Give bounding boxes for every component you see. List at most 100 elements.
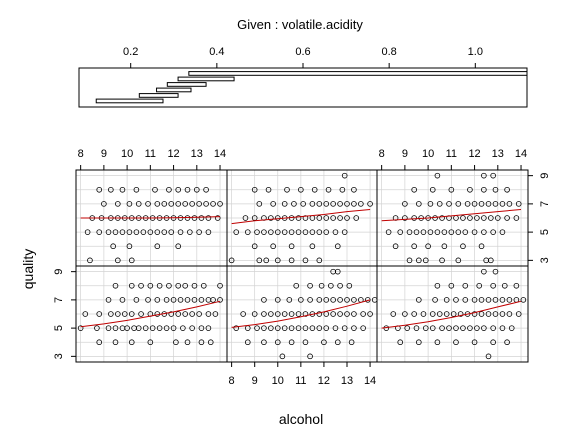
data-point [330, 311, 336, 317]
y-axis-tick-label: 9 [539, 173, 551, 179]
data-point [494, 215, 501, 221]
data-point [478, 311, 485, 317]
data-point [175, 282, 182, 289]
data-point [508, 325, 515, 331]
data-point [316, 311, 323, 317]
data-point [96, 229, 103, 235]
data-point [184, 339, 191, 346]
given-axis-tick-label: 0.4 [209, 46, 224, 58]
data-point [124, 325, 130, 331]
data-point [138, 311, 144, 317]
data-point [323, 297, 330, 303]
data-point [397, 339, 404, 346]
data-point [198, 297, 205, 303]
data-point [402, 215, 408, 221]
data-point [198, 215, 205, 221]
y-axis-tick-label: 9 [53, 269, 65, 275]
data-point [254, 325, 260, 331]
x-axis-tick-label: 8 [379, 148, 385, 160]
data-point [485, 311, 492, 317]
data-point [439, 257, 445, 264]
data-point [268, 229, 274, 235]
data-point [337, 201, 343, 207]
x-axis-tick-label: 10 [422, 148, 434, 160]
data-point [168, 229, 175, 235]
data-point [455, 257, 462, 264]
data-point [121, 311, 128, 317]
data-point [182, 311, 188, 317]
x-axis-tick-label: 10 [272, 375, 284, 387]
data-point [348, 339, 355, 346]
data-point [133, 186, 140, 193]
data-point [108, 311, 114, 317]
data-point [168, 201, 175, 207]
data-point [274, 257, 281, 264]
data-point [481, 325, 487, 331]
data-point [101, 201, 107, 207]
data-point [177, 229, 184, 235]
data-point [288, 257, 295, 264]
scatter-panel [75, 265, 228, 363]
data-point [200, 282, 207, 289]
data-point [217, 282, 223, 289]
data-point [448, 186, 455, 193]
data-point [351, 201, 357, 207]
data-point [154, 229, 161, 235]
data-point [82, 311, 89, 317]
data-point [416, 339, 422, 346]
data-point [467, 186, 473, 193]
data-point [434, 229, 441, 235]
data-point [281, 229, 288, 235]
given-interval-bar [177, 76, 235, 82]
data-point [242, 215, 249, 221]
data-point [453, 325, 459, 331]
data-point [173, 339, 179, 346]
data-point [152, 186, 158, 193]
data-point [446, 201, 452, 207]
data-point [481, 186, 487, 193]
data-point [270, 201, 276, 207]
data-point [302, 325, 309, 331]
data-point [184, 186, 191, 193]
data-point [467, 215, 473, 221]
data-point [460, 325, 466, 331]
data-point [184, 297, 191, 303]
given-axis-tick-label: 1.0 [468, 46, 483, 58]
given-interval-bar [138, 93, 179, 98]
data-point [154, 201, 161, 207]
data-point [490, 282, 496, 289]
data-point [196, 201, 202, 207]
x-axis-tick-label: 9 [101, 148, 107, 160]
data-point [499, 229, 506, 235]
data-point [309, 229, 316, 235]
data-point [446, 325, 452, 331]
data-point [261, 339, 267, 346]
data-point [485, 297, 492, 303]
data-point [94, 325, 100, 331]
data-point [147, 282, 154, 289]
data-point [504, 215, 510, 221]
data-point [274, 229, 281, 235]
data-point [490, 325, 496, 331]
data-point [288, 339, 295, 346]
data-point [332, 229, 339, 235]
data-point [318, 282, 325, 289]
data-point [515, 201, 522, 207]
scatter-panel [226, 265, 378, 363]
data-point [422, 325, 429, 331]
data-point [344, 215, 350, 221]
data-point [453, 297, 459, 303]
data-point [191, 282, 198, 289]
data-point [325, 186, 332, 193]
data-point [203, 186, 209, 193]
data-point [191, 297, 198, 303]
data-point [406, 257, 413, 264]
data-point [481, 215, 487, 221]
x-axis-tick-label: 9 [402, 148, 408, 160]
data-point [446, 215, 452, 221]
data-point [337, 297, 343, 303]
data-point [112, 282, 119, 289]
data-point [309, 201, 316, 207]
data-point [298, 186, 304, 193]
data-point [346, 282, 353, 289]
